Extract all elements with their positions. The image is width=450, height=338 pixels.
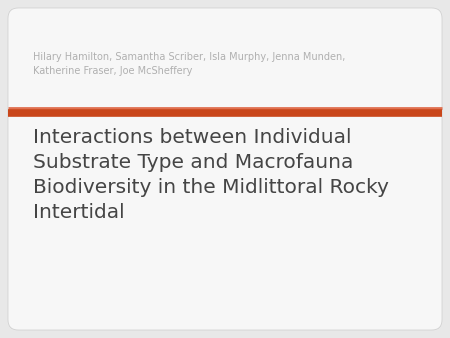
Text: Hilary Hamilton, Samantha Scriber, Isla Murphy, Jenna Munden,
Katherine Fraser, : Hilary Hamilton, Samantha Scriber, Isla … xyxy=(33,52,346,76)
FancyBboxPatch shape xyxy=(8,8,442,330)
Text: Interactions between Individual
Substrate Type and Macrofauna
Biodiversity in th: Interactions between Individual Substrat… xyxy=(33,128,389,222)
